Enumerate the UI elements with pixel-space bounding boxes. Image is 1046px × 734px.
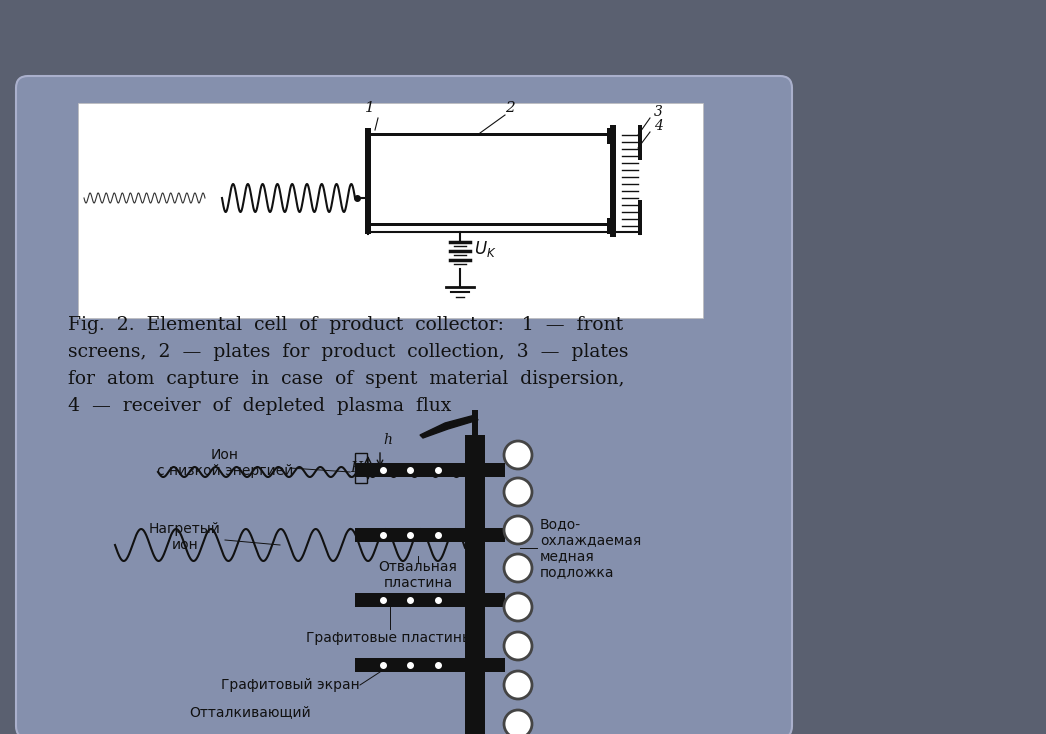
Text: screens,  2  —  plates  for  product  collection,  3  —  plates: screens, 2 — plates for product collecti… (68, 343, 629, 361)
Bar (465, 435, 485, 734)
Text: Fig.  2.  Elemental  cell  of  product  collector:   1  —  front: Fig. 2. Elemental cell of product collec… (68, 316, 623, 334)
Bar (371, 133, 610, 136)
Bar (365, 144, 371, 218)
Text: Нагретый
ион: Нагретый ион (150, 522, 221, 552)
Text: 3: 3 (654, 105, 663, 119)
Bar (78, 103, 703, 318)
Bar (365, 128, 371, 144)
Circle shape (504, 710, 532, 734)
Text: Отталкивающий: Отталкивающий (189, 705, 311, 719)
Bar (638, 200, 642, 235)
Text: 4: 4 (654, 119, 663, 133)
Bar (355, 463, 465, 477)
Text: 1: 1 (365, 101, 374, 115)
Text: H: H (350, 461, 362, 475)
Text: for  atom  capture  in  case  of  spent  material  dispersion,: for atom capture in case of spent materi… (68, 370, 624, 388)
Circle shape (504, 593, 532, 621)
Bar (485, 463, 505, 477)
Bar (445, 463, 465, 477)
Bar (607, 128, 613, 144)
Circle shape (504, 478, 532, 506)
Text: Ион
с низкой энергией: Ион с низкой энергией (157, 448, 293, 478)
Polygon shape (420, 415, 478, 438)
Circle shape (504, 516, 532, 544)
Bar (355, 528, 465, 542)
Bar (445, 593, 465, 607)
Bar (472, 410, 478, 435)
Bar (365, 218, 371, 234)
Bar (485, 658, 505, 672)
Text: Водо-
охлаждаемая
медная
подложка: Водо- охлаждаемая медная подложка (540, 517, 641, 579)
Circle shape (504, 671, 532, 699)
Bar (355, 453, 367, 483)
FancyBboxPatch shape (16, 76, 792, 734)
Text: h: h (383, 433, 392, 447)
Circle shape (504, 441, 532, 469)
Bar (485, 528, 505, 542)
Bar (607, 218, 613, 234)
Bar (355, 593, 465, 607)
Bar (445, 658, 465, 672)
Text: $U_K$: $U_K$ (474, 239, 497, 259)
Circle shape (504, 554, 532, 582)
Bar (445, 528, 465, 542)
Bar (371, 223, 610, 226)
Bar (638, 125, 642, 160)
Text: Графитовые пластины: Графитовые пластины (306, 631, 474, 645)
Circle shape (504, 632, 532, 660)
Text: 2: 2 (505, 101, 515, 115)
Text: Графитовый экран: Графитовый экран (221, 678, 360, 692)
Bar (355, 658, 465, 672)
Bar (485, 593, 505, 607)
Text: 4  —  receiver  of  depleted  plasma  flux: 4 — receiver of depleted plasma flux (68, 397, 452, 415)
Bar (610, 125, 616, 237)
Text: Отвальная
пластина: Отвальная пластина (379, 560, 457, 590)
